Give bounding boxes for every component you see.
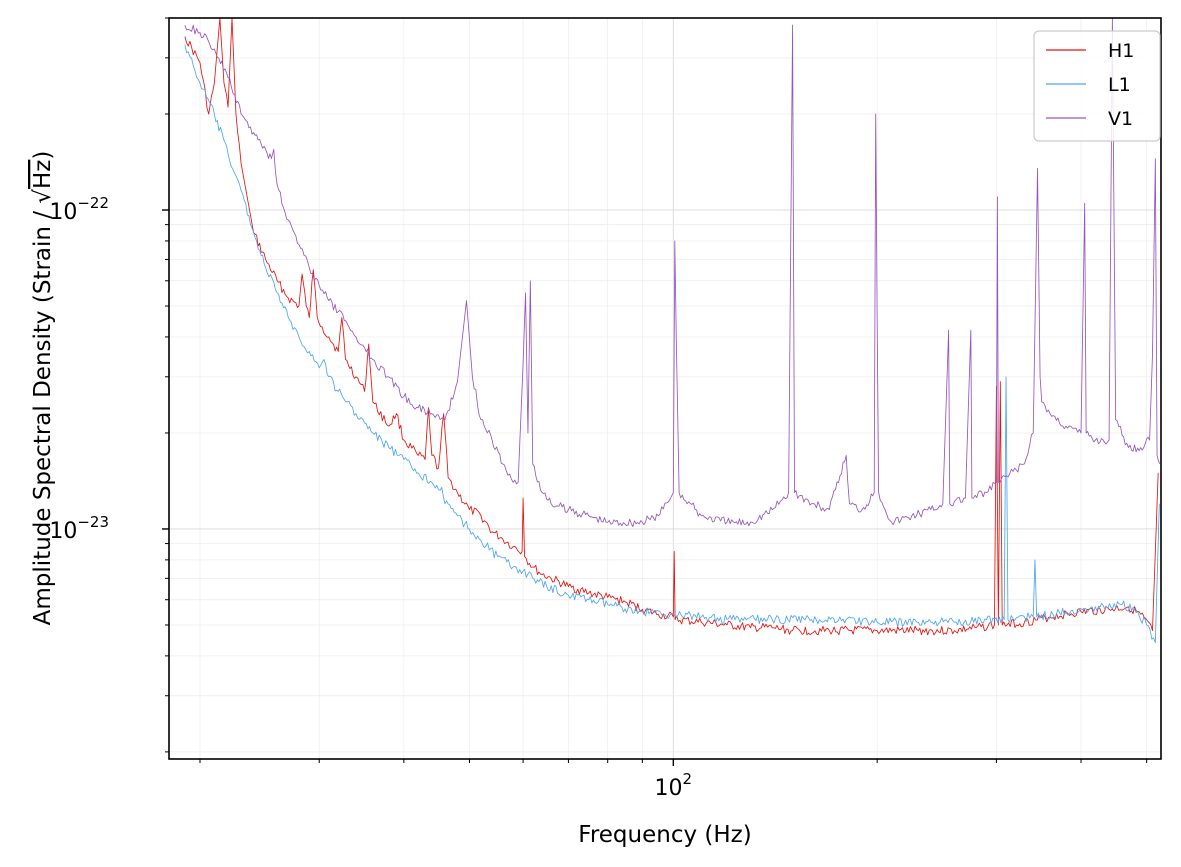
y-axis-label-unit: Hz — [30, 160, 56, 189]
y-tick-label-exp: −23 — [77, 513, 109, 531]
series-lines — [184, 18, 1161, 644]
y-axis-label-sqrt: √ — [30, 189, 56, 204]
series-line-h1 — [184, 18, 1159, 636]
x-tick-label-base: 10 — [655, 776, 683, 801]
x-axis-label: Frequency (Hz) — [578, 822, 751, 848]
series-line-l1 — [184, 44, 1160, 644]
legend-label-l1: L1 — [1108, 74, 1131, 96]
legend-box — [1033, 30, 1161, 142]
y-tick-label-base: 10 — [49, 200, 77, 225]
y-tick-label: 10−22 — [49, 194, 109, 225]
y-axis-label-main: Amplitude Spectral Density (Strain / — [30, 204, 56, 626]
x-tick-label: 102 — [655, 770, 693, 801]
legend-label-h1: H1 — [1108, 40, 1134, 62]
y-tick-label: 10−23 — [49, 513, 109, 544]
y-tick-label-base: 10 — [49, 519, 77, 544]
plot-frame — [168, 17, 1162, 760]
y-axis-label: Amplitude Spectral Density (Strain / √Hz… — [30, 151, 56, 626]
legend: H1 L1 V1 — [1033, 30, 1161, 142]
x-tick-label-exp: 2 — [683, 770, 693, 788]
y-axis-label-close: ) — [30, 151, 56, 160]
y-tick-label-exp: −22 — [77, 194, 109, 212]
legend-label-v1: V1 — [1108, 108, 1133, 130]
series-line-v1 — [184, 18, 1161, 528]
grid-lines — [169, 17, 1161, 759]
